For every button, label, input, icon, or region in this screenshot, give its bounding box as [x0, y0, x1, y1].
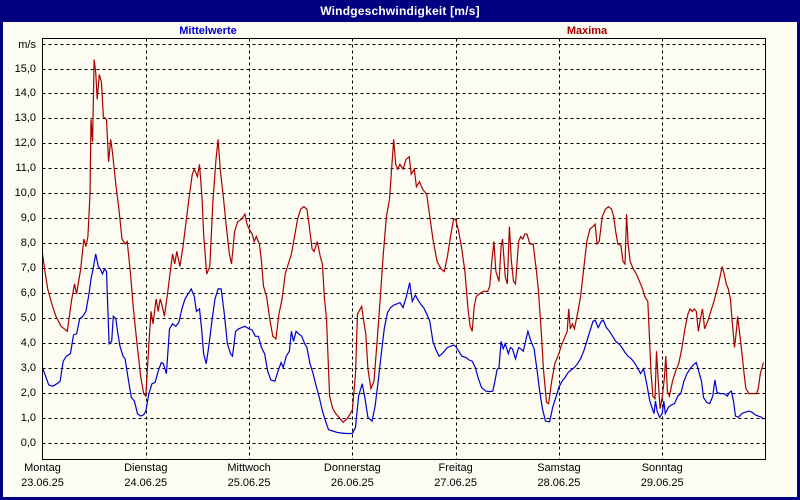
plot-area [41, 38, 766, 460]
x-axis-day-label: Mittwoch 25.06.25 [194, 461, 304, 491]
y-tick-label: 4,0 [20, 336, 36, 349]
y-tick-label: 9,0 [20, 212, 36, 225]
y-tick-label: 14,0 [14, 87, 36, 100]
day-name: Montag [24, 462, 61, 474]
y-tick-label: 15,0 [14, 62, 36, 75]
legend-mean-label: Mittelwerte [179, 25, 237, 37]
plot-background [42, 38, 766, 460]
maxima-series-line [41, 59, 764, 424]
y-tick-label: 10,0 [14, 187, 36, 200]
y-tick-label: 12,0 [14, 137, 36, 150]
x-axis-day-label: Dienstag 24.06.25 [91, 461, 201, 491]
y-tick-label: 8,0 [20, 237, 36, 250]
plot-frame [42, 38, 766, 460]
day-name: Samstag [537, 462, 581, 474]
day-date: 29.06.25 [640, 477, 684, 489]
day-name: Freitag [438, 462, 473, 474]
mittelwerte-series-line [41, 253, 764, 435]
day-date: 26.06.25 [330, 477, 374, 489]
y-tick-label: 2,0 [20, 386, 36, 399]
y-tick-label: 0,0 [20, 436, 36, 449]
window-title-bar[interactable]: Windgeschwindigkeit [m/s] [3, 0, 797, 22]
day-date: 27.06.25 [434, 477, 478, 489]
day-date: 24.06.25 [124, 477, 168, 489]
day-name: Mittwoch [227, 462, 271, 474]
day-name: Sonntag [641, 462, 683, 474]
y-tick-label: 7,0 [20, 261, 36, 274]
y-tick-label: 11,0 [15, 162, 36, 175]
y-tick-label: 3,0 [20, 361, 36, 374]
x-axis-day-label: Donnerstag 26.06.25 [297, 461, 407, 491]
x-axis-day-label: Montag 23.06.25 [3, 461, 98, 491]
y-axis-unit-label: m/s [18, 39, 36, 51]
x-axis-day-label: Freitag 27.06.25 [401, 461, 511, 491]
day-date: 28.06.25 [537, 477, 581, 489]
day-name: Dienstag [124, 462, 168, 474]
x-axis-day-label: Samstag 28.06.25 [504, 461, 614, 491]
y-tick-label: 13,0 [14, 112, 36, 125]
x-axis-day-label: Sonntag 29.06.25 [607, 461, 717, 491]
y-tick-label: 1,0 [20, 411, 36, 424]
window-title: Windgeschwindigkeit [m/s] [320, 4, 480, 18]
day-date: 25.06.25 [227, 477, 271, 489]
day-date: 23.06.25 [21, 477, 64, 489]
y-tick-label: 6,0 [20, 286, 36, 299]
legend-max-label: Maxima [566, 25, 608, 37]
day-name: Donnerstag [323, 462, 381, 474]
y-tick-label: 5,0 [20, 311, 36, 324]
